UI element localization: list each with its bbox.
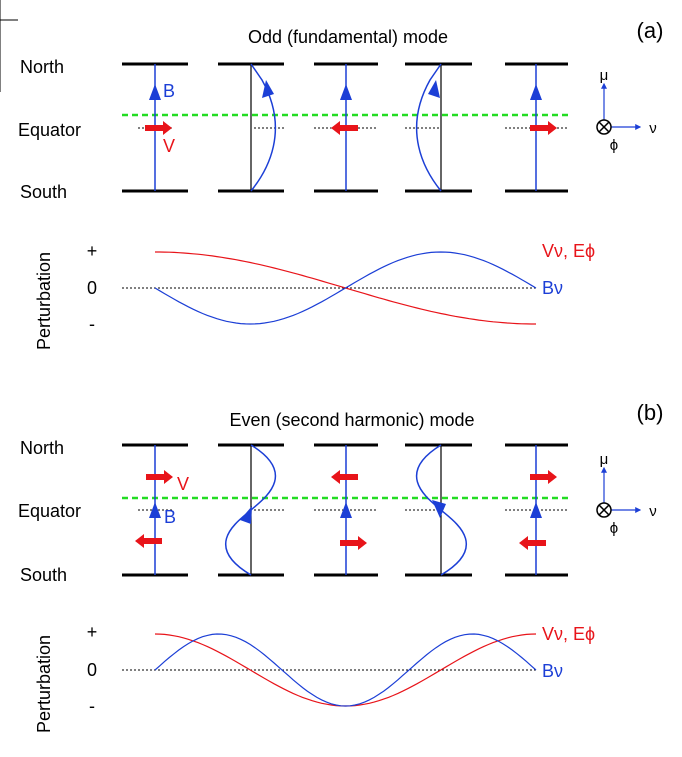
b-curve <box>154 251 537 325</box>
velocity-arrow-right-icon <box>340 536 367 550</box>
field-line-column-3 <box>314 62 378 193</box>
b-curve-label: Bν <box>542 278 563 298</box>
nu-label: ν <box>649 120 657 137</box>
panel-b-label: (b) <box>637 400 664 425</box>
north-label: North <box>20 438 64 458</box>
plus-tick: + <box>87 622 98 642</box>
v-label: V <box>163 136 175 156</box>
field-line-column-4 <box>405 443 472 577</box>
velocity-arrow-right-icon <box>530 121 557 135</box>
b-field-label: B <box>164 507 176 527</box>
panel-b: Even (second harmonic) mode (b) North Eq… <box>18 400 663 733</box>
panel-a-label: (a) <box>637 18 664 43</box>
field-line-column-3 <box>314 443 378 577</box>
v-label: V <box>177 474 189 494</box>
perturbation-plot-a: Perturbation + 0 - Vν, Eϕ Bν <box>34 241 595 350</box>
field-line-column-4 <box>405 62 472 193</box>
panel-a-title: Odd (fundamental) mode <box>248 27 448 47</box>
velocity-arrow-right-icon <box>146 470 173 484</box>
field-arrow-icon <box>432 500 446 518</box>
b-curve <box>154 633 537 707</box>
coordinate-axes: μ ν ϕ <box>596 67 657 154</box>
b-field-label: B <box>163 81 175 101</box>
velocity-arrow-left-icon <box>331 470 358 484</box>
field-line-column-1: B V <box>122 443 189 577</box>
minus-tick: - <box>89 696 95 716</box>
nu-label: ν <box>649 503 657 520</box>
mu-label: μ <box>600 451 609 468</box>
zero-tick: 0 <box>87 660 97 680</box>
perturbation-ylabel: Perturbation <box>34 252 54 350</box>
field-arrow-icon <box>530 84 542 100</box>
panel-a: Odd (fundamental) mode (a) North Equator… <box>0 0 663 350</box>
phi-label: ϕ <box>610 137 618 154</box>
v-e-curve-label: Vν, Eϕ <box>542 624 595 644</box>
field-arrow-icon <box>340 84 352 100</box>
field-line-column-2 <box>218 62 284 193</box>
south-label: South <box>20 182 67 202</box>
velocity-arrow-left-icon <box>331 121 358 135</box>
cross-icon <box>598 504 610 516</box>
perturbed-field-line <box>415 63 442 192</box>
phi-label: ϕ <box>610 520 618 537</box>
zero-tick: 0 <box>87 278 97 298</box>
field-arrow-icon <box>428 80 440 98</box>
velocity-arrow-right-icon <box>530 470 557 484</box>
equator-label: Equator <box>18 120 81 140</box>
plus-tick: + <box>87 241 98 261</box>
field-arrow-icon <box>149 502 161 518</box>
field-arrow-icon <box>530 502 542 518</box>
minus-tick: - <box>89 314 95 334</box>
v-e-curve-label: Vν, Eϕ <box>542 241 595 261</box>
mu-label: μ <box>600 67 609 84</box>
equator-label: Equator <box>18 501 81 521</box>
panel-b-title: Even (second harmonic) mode <box>229 410 474 430</box>
b-curve-label: Bν <box>542 661 563 681</box>
field-line-column-5 <box>505 443 568 577</box>
field-arrow-icon <box>149 84 161 100</box>
field-arrow-icon <box>340 502 352 518</box>
field-line-column-2 <box>218 443 284 577</box>
cross-icon <box>598 121 610 133</box>
velocity-arrow-left-icon <box>135 534 162 548</box>
south-label: South <box>20 565 67 585</box>
north-label: North <box>20 57 64 77</box>
field-arrow-icon <box>262 80 274 98</box>
perturbation-ylabel: Perturbation <box>34 635 54 733</box>
velocity-arrow-left-icon <box>519 536 546 550</box>
perturbation-plot-b: Perturbation + 0 - Vν, Eϕ Bν <box>34 622 595 733</box>
field-line-column-5 <box>505 62 568 193</box>
field-line-column-1: B V <box>122 62 188 193</box>
field-arrow-icon <box>240 506 252 524</box>
velocity-arrow-right-icon <box>145 121 172 135</box>
coordinate-axes: μ ν ϕ <box>596 451 657 537</box>
